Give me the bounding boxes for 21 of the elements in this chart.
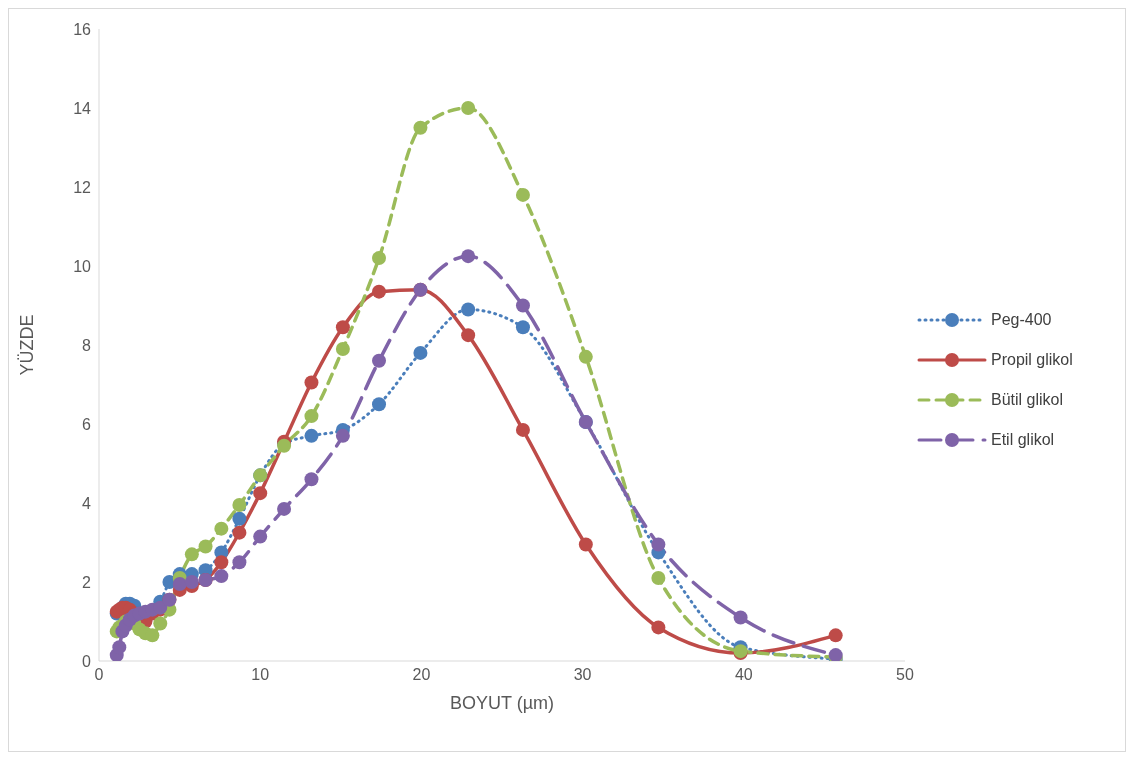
x-tick-label: 30 <box>573 666 592 684</box>
legend-label: Etil glikol <box>991 431 1055 449</box>
y-tick-label: 16 <box>73 20 92 38</box>
x-axis-title: BOYUT (µm) <box>449 693 555 713</box>
y-tick-label: 6 <box>82 415 92 433</box>
y-tick-label: 12 <box>73 178 92 196</box>
x-tick-label: 20 <box>412 666 431 684</box>
y-tick-label: 0 <box>82 652 92 670</box>
legend-label: Peg-400 <box>991 311 1052 329</box>
y-tick-label: 4 <box>82 494 92 512</box>
x-tick-label: 10 <box>251 666 270 684</box>
x-tick-label: 50 <box>896 666 914 684</box>
x-tick-label: 40 <box>734 666 753 684</box>
y-tick-label: 8 <box>82 336 92 354</box>
x-tick-label: 0 <box>94 666 104 684</box>
y-axis-title: YÜZDE <box>17 314 38 376</box>
y-tick-label: 14 <box>73 99 92 117</box>
y-tick-label: 10 <box>73 257 92 275</box>
legend-label: Propil glikol <box>991 351 1073 369</box>
legend-label: Bütil glikol <box>991 391 1064 409</box>
y-tick-label: 2 <box>82 573 92 591</box>
